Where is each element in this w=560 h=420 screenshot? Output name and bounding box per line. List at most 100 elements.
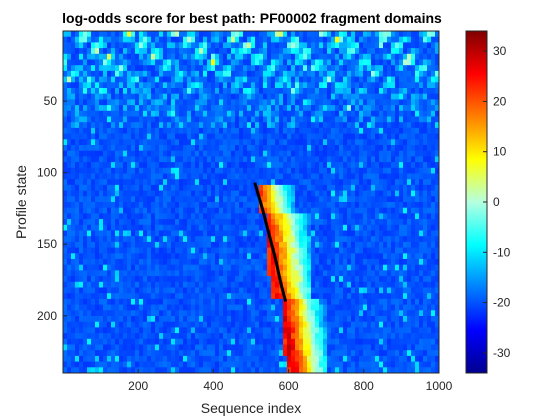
heatmap-cell xyxy=(171,241,176,248)
heatmap-cell xyxy=(87,76,92,83)
heatmap-cell xyxy=(351,321,356,328)
heatmap-cell xyxy=(411,304,416,311)
heatmap-cell xyxy=(219,310,224,317)
heatmap-cell xyxy=(375,202,380,208)
heatmap-cell xyxy=(311,122,316,129)
heatmap-cell xyxy=(83,207,88,214)
heatmap-cell xyxy=(87,287,92,294)
heatmap-cell xyxy=(67,150,72,157)
heatmap-cell xyxy=(75,145,80,151)
heatmap-cell xyxy=(119,219,124,226)
heatmap-cell xyxy=(331,202,336,208)
heatmap-cell xyxy=(415,310,420,317)
heatmap-cell xyxy=(183,99,188,106)
heatmap-cell xyxy=(67,304,72,311)
heatmap-cell xyxy=(79,321,84,328)
heatmap-cell xyxy=(227,298,232,305)
heatmap-cell xyxy=(303,93,308,100)
heatmap-cell xyxy=(363,99,368,106)
heatmap-cell xyxy=(131,105,136,112)
heatmap-cell xyxy=(175,162,180,169)
heatmap-cell xyxy=(287,213,292,220)
heatmap-cell xyxy=(215,133,220,140)
heatmap-cell xyxy=(431,76,436,83)
heatmap-cell xyxy=(203,253,208,260)
heatmap-cell xyxy=(251,42,256,49)
heatmap-cell xyxy=(163,219,168,226)
heatmap-cell xyxy=(239,53,244,60)
heatmap-cell xyxy=(307,127,312,134)
heatmap-cell xyxy=(211,150,216,157)
heatmap-cell xyxy=(95,133,100,140)
heatmap-cell xyxy=(295,310,300,317)
heatmap-cell xyxy=(79,53,84,60)
heatmap-cell xyxy=(179,59,184,66)
heatmap-cell xyxy=(139,196,144,203)
heatmap-cell xyxy=(175,156,180,163)
heatmap-cell xyxy=(407,207,412,214)
heatmap-cell xyxy=(335,145,340,151)
heatmap-cell xyxy=(391,179,396,186)
heatmap-cell xyxy=(423,247,428,254)
heatmap-cell xyxy=(371,48,376,55)
heatmap-cell xyxy=(391,162,396,169)
heatmap-cell xyxy=(223,122,228,129)
heatmap-cell xyxy=(215,184,220,191)
heatmap-cell xyxy=(199,173,204,180)
heatmap-cell xyxy=(415,173,420,180)
heatmap-cell xyxy=(423,145,428,151)
heatmap-cell xyxy=(379,213,384,220)
heatmap-cell xyxy=(403,316,408,322)
heatmap-cell xyxy=(215,167,220,174)
heatmap-cell xyxy=(331,110,336,117)
heatmap-cell xyxy=(95,173,100,180)
heatmap-cell xyxy=(187,293,192,300)
heatmap-cell xyxy=(147,122,152,129)
heatmap-cell xyxy=(147,304,152,311)
heatmap-cell xyxy=(335,48,340,55)
heatmap-cell xyxy=(287,42,292,49)
heatmap-cell xyxy=(167,276,172,283)
heatmap-cell xyxy=(191,110,196,117)
heatmap-cell xyxy=(219,207,224,214)
heatmap-cell xyxy=(167,167,172,174)
heatmap-cell xyxy=(135,179,140,186)
heatmap-cell xyxy=(159,304,164,311)
heatmap-cell xyxy=(375,156,380,163)
heatmap-cell xyxy=(175,105,180,112)
heatmap-cell xyxy=(175,167,180,174)
heatmap-cell xyxy=(151,133,156,140)
heatmap-cell xyxy=(227,156,232,163)
heatmap-cell xyxy=(403,310,408,317)
heatmap-cell xyxy=(223,236,228,243)
heatmap-cell xyxy=(359,253,364,260)
heatmap-cell xyxy=(415,156,420,163)
heatmap-cell xyxy=(263,276,268,283)
heatmap-cell xyxy=(311,70,316,77)
heatmap-cell xyxy=(355,145,360,151)
heatmap-cell xyxy=(255,127,260,134)
heatmap-cell xyxy=(303,230,308,237)
heatmap-cell xyxy=(243,207,248,214)
heatmap-cell xyxy=(195,202,200,208)
heatmap-cell xyxy=(415,196,420,203)
heatmap-cell xyxy=(99,259,104,265)
heatmap-cell xyxy=(207,298,212,305)
heatmap-cell xyxy=(287,167,292,174)
heatmap-cell xyxy=(303,48,308,55)
heatmap-cell xyxy=(263,82,268,89)
heatmap-cell xyxy=(103,99,108,106)
heatmap-cell xyxy=(143,65,148,72)
heatmap-cell xyxy=(431,93,436,100)
heatmap-cell xyxy=(387,281,392,288)
heatmap-cell xyxy=(239,82,244,89)
heatmap-cell xyxy=(315,122,320,129)
heatmap-cell xyxy=(99,184,104,191)
heatmap-cell xyxy=(311,236,316,243)
heatmap-cell xyxy=(179,65,184,72)
heatmap-cell xyxy=(227,207,232,214)
heatmap-cell xyxy=(163,327,168,334)
heatmap-cell xyxy=(131,53,136,60)
heatmap-cell xyxy=(111,82,116,89)
heatmap-cell xyxy=(267,247,272,254)
